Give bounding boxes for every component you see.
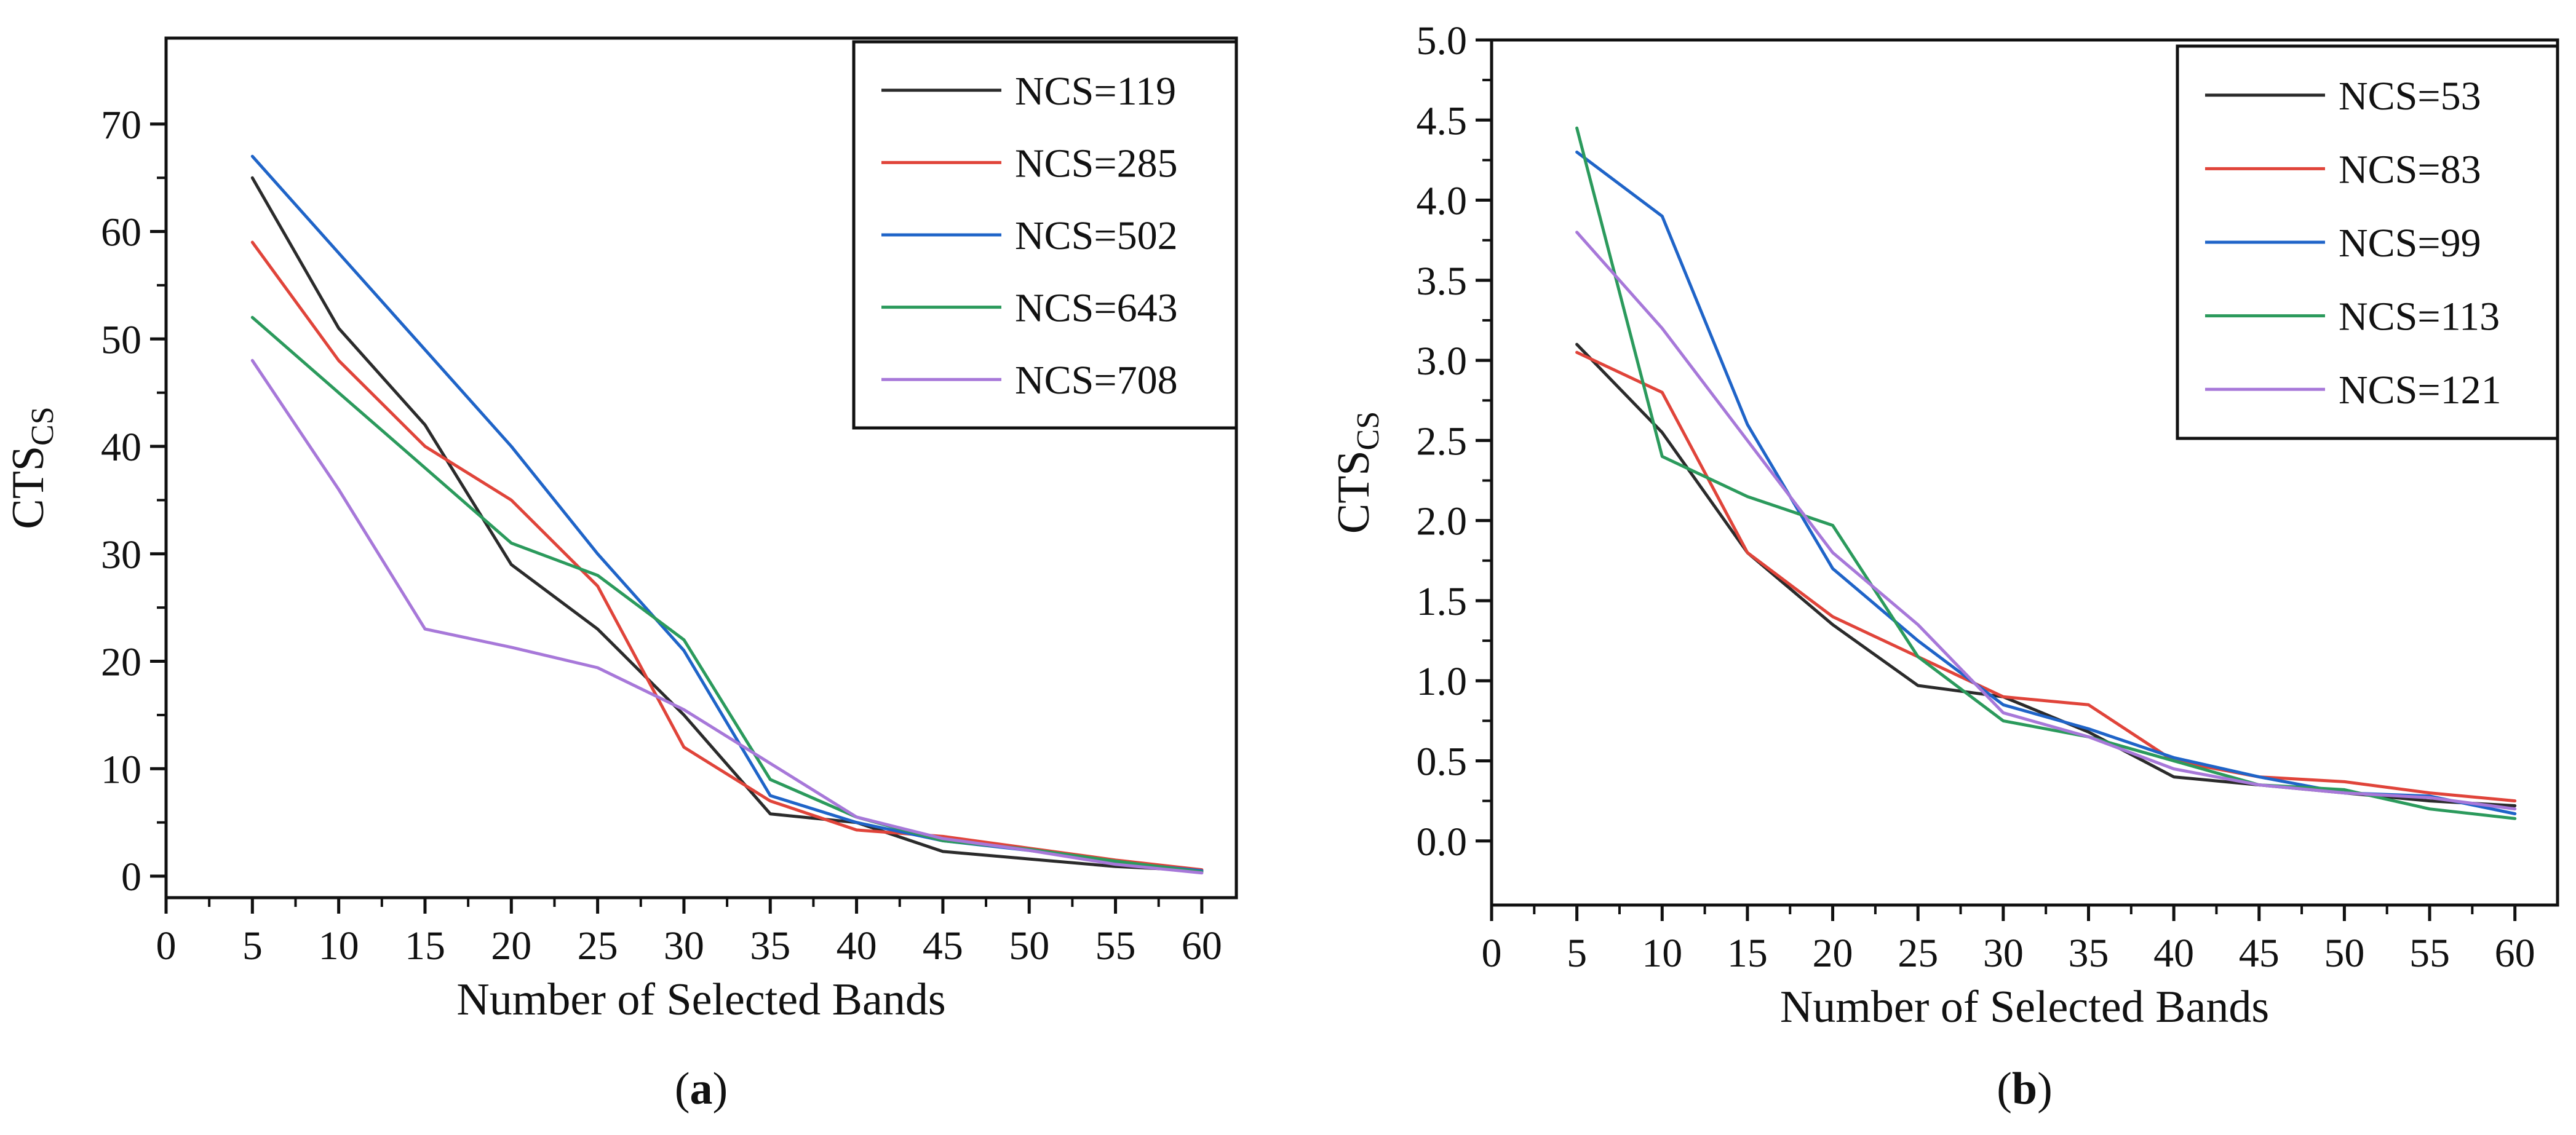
x-tick-label: 0: [1482, 931, 1502, 976]
legend-item: NCS=53: [2205, 74, 2481, 119]
y-tick-label: 3.5: [1417, 259, 1468, 304]
x-tick-label: 35: [2068, 931, 2109, 976]
panel-label-close: ): [2037, 1064, 2053, 1114]
x-tick-label: 0: [156, 923, 177, 968]
legend-item: NCS=99: [2205, 221, 2481, 266]
y-tick-label: 10: [101, 747, 141, 792]
y-axis-title-main: CTS: [3, 446, 54, 529]
y-tick-label: 0: [121, 855, 141, 900]
panel-label-close: ): [713, 1064, 728, 1114]
panel-label: (b): [1997, 1064, 2052, 1114]
y-tick-label: 0.5: [1417, 740, 1468, 785]
x-tick-label: 5: [242, 923, 263, 968]
legend-item: NCS=119: [881, 69, 1176, 114]
legend-item: NCS=708: [881, 358, 1178, 403]
legend-label: NCS=285: [1015, 141, 1178, 186]
series-line-ncs-708: [250, 358, 1204, 875]
x-tick-label: 30: [1983, 931, 2024, 976]
legend-label: NCS=99: [2339, 221, 2481, 266]
legend-item: NCS=285: [881, 141, 1178, 186]
x-tick-label: 5: [1567, 931, 1587, 976]
y-tick-label: 0.0: [1417, 820, 1468, 864]
x-axis-title: Number of Selected Bands: [456, 975, 945, 1025]
y-axis-title: CTSCS: [1329, 411, 1386, 534]
legend-item: NCS=121: [2205, 368, 2502, 413]
panel-label-letter: b: [2012, 1064, 2037, 1114]
x-tick-label: 45: [923, 923, 963, 968]
y-tick-label: 1.0: [1417, 659, 1468, 704]
legend-label: NCS=113: [2339, 295, 2500, 339]
x-tick-label: 20: [491, 923, 531, 968]
y-tick-label: 2.0: [1417, 499, 1468, 544]
legend-item: NCS=113: [2205, 295, 2500, 339]
panel-label-letter: a: [690, 1064, 713, 1114]
y-tick-label: 50: [101, 317, 141, 362]
y-tick-label: 20: [101, 640, 141, 685]
x-tick-label: 40: [2153, 931, 2194, 976]
panel-label-open: (: [675, 1064, 690, 1114]
y-tick-label: 4.5: [1417, 98, 1468, 143]
y-tick-label: 60: [101, 210, 141, 255]
legend-item: NCS=643: [881, 286, 1178, 331]
x-tick-label: 50: [1009, 923, 1049, 968]
y-tick-label: 30: [101, 532, 141, 577]
chart-panel-b: 0 5 10 15 20 25 30 35 40 45 50 55 60 0.0 0.5 1.0 1.5 2.0 2…: [1329, 18, 2559, 1114]
panel-label-open: (: [1997, 1064, 2012, 1114]
plot-frame: [1490, 38, 2559, 907]
y-axis-title-subscript: CS: [1351, 411, 1386, 451]
series-line-ncs-121: [1575, 231, 2517, 811]
x-tick-label: 40: [837, 923, 877, 968]
x-tick-label: 25: [578, 923, 618, 968]
plot-frame: [164, 36, 1238, 900]
y-axis-title-main: CTS: [1329, 450, 1379, 534]
chart-panel-a: 0 5 10 15 20 25 30 35 40 45 50 55 60 0 10 20 30 40 50 60 70 N…: [3, 36, 1238, 1114]
legend-label: NCS=119: [1015, 69, 1176, 114]
legend-item: NCS=502: [881, 213, 1178, 258]
x-tick-label: 55: [2409, 931, 2450, 976]
x-tick-label: 60: [1182, 923, 1222, 968]
panel-label: (a): [675, 1064, 728, 1114]
y-axis-title: CTSCS: [3, 406, 60, 529]
y-tick-label: 1.5: [1417, 579, 1468, 624]
x-tick-label: 60: [2495, 931, 2535, 976]
x-tick-label: 30: [664, 923, 704, 968]
legend: NCS=53 NCS=83 NCS=99 NCS=113 NCS=121: [2176, 44, 2559, 440]
x-tick-label: 50: [2324, 931, 2364, 976]
x-tick-label: 55: [1095, 923, 1136, 968]
legend-label: NCS=53: [2339, 74, 2481, 119]
x-tick-label: 15: [1727, 931, 1768, 976]
x-tick-label: 20: [1813, 931, 1853, 976]
legend-label: NCS=83: [2339, 147, 2481, 192]
y-axis-title-subscript: CS: [25, 406, 60, 446]
legend-label: NCS=708: [1015, 358, 1178, 403]
series-line-ncs-83: [1575, 350, 2517, 803]
legend-label: NCS=121: [2339, 368, 2502, 413]
y-tick-label: 4.0: [1417, 179, 1468, 224]
legend: NCS=119 NCS=285 NCS=502 NCS=643 NCS=708: [852, 40, 1238, 430]
y-tick-label: 3.0: [1417, 339, 1468, 384]
x-tick-label: 45: [2239, 931, 2280, 976]
x-tick-label: 15: [405, 923, 445, 968]
series-line-ncs-119: [250, 176, 1204, 872]
x-tick-label: 25: [1898, 931, 1938, 976]
x-tick-label: 10: [319, 923, 359, 968]
y-tick-label: 2.5: [1417, 419, 1468, 464]
y-tick-label: 5.0: [1417, 18, 1468, 63]
legend-item: NCS=83: [2205, 147, 2481, 192]
legend-label: NCS=643: [1015, 286, 1178, 331]
y-tick-label: 70: [101, 103, 141, 148]
x-tick-label: 35: [750, 923, 790, 968]
x-tick-label: 10: [1642, 931, 1682, 976]
legend-label: NCS=502: [1015, 213, 1178, 258]
y-tick-label: 40: [101, 425, 141, 470]
x-axis-title: Number of Selected Bands: [1780, 982, 2269, 1032]
